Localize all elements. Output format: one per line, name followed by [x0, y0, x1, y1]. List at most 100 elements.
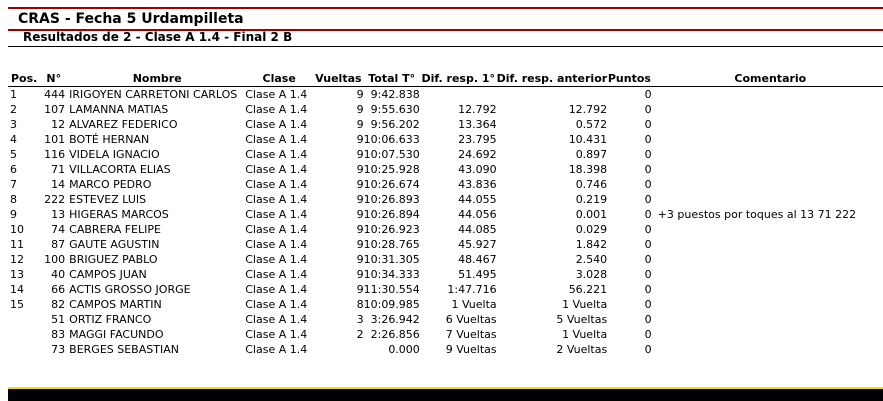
row-points: 0 — [644, 118, 652, 131]
row-comment — [652, 342, 883, 357]
row-pos: 11 — [10, 238, 24, 251]
row-total-time: 10:26.894 — [363, 208, 420, 221]
row-diff-first: 44.055 — [458, 193, 497, 206]
row-num: 116 — [44, 148, 66, 161]
row-name: ESTEVEZ LUIS — [69, 193, 147, 206]
results-header-row: Pos. N° Nombre Clase Vueltas Total T° Di… — [8, 71, 883, 87]
row-points: 0 — [644, 223, 652, 236]
row-points: 0 — [644, 193, 652, 206]
row-comment — [652, 297, 883, 312]
row-comment — [652, 312, 883, 327]
row-name: CAMPOS JUAN — [69, 268, 147, 281]
row-total-time: 9:55.630 — [370, 103, 420, 116]
row-diff-first: 13.364 — [458, 118, 497, 131]
row-name: ORTIZ FRANCO — [69, 313, 152, 326]
title-bottom-rule — [8, 29, 883, 31]
row-name: VILLACORTA ELIAS — [69, 163, 171, 176]
row-total-time: 3:26.942 — [370, 313, 420, 326]
row-comment — [652, 87, 883, 103]
row-points: 0 — [644, 133, 652, 146]
footer-bar — [8, 387, 883, 401]
page-title: CRAS - Fecha 5 Urdampilleta — [18, 11, 244, 27]
row-class: Clase A 1.4 — [245, 268, 308, 281]
table-row: 51 ORTIZ FRANCO Clase A 1.4 3 3:26.942 6 Vuel… — [8, 312, 883, 327]
row-diff-first: 9 Vueltas — [445, 343, 497, 356]
row-points: 0 — [644, 88, 652, 101]
row-total-time: 11:30.554 — [363, 283, 420, 296]
row-comment — [652, 252, 883, 267]
header-diff-first: Dif. resp. 1° — [421, 72, 495, 85]
row-diff-previous: 2.540 — [575, 253, 608, 266]
row-diff-previous: 2 Vueltas — [556, 343, 608, 356]
table-row: 14 66 ACTIS GROSSO JORGE Clase A 1.4 9 11:30.… — [8, 282, 883, 297]
row-pos: 4 — [10, 133, 17, 146]
row-diff-previous: 12.792 — [568, 103, 608, 116]
row-points: 0 — [644, 313, 652, 326]
row-name: BRIGUEZ PABLO — [69, 253, 158, 266]
row-pos — [8, 342, 38, 357]
row-pos: 8 — [10, 193, 17, 206]
table-row: 73 BERGES SEBASTIAN Clase A 1.4 0.000 9 Vuel… — [8, 342, 883, 357]
row-diff-previous — [497, 87, 608, 103]
row-laps: 8 — [356, 298, 364, 311]
table-row: 1 444 IRIGOYEN CARRETONI CARLOS Clase A 1.4… — [8, 87, 883, 103]
row-comment — [652, 162, 883, 177]
row-diff-previous: 3.028 — [575, 268, 608, 281]
row-name: LAMANNA MATIAS — [69, 103, 169, 116]
row-total-time: 10:09.985 — [363, 298, 420, 311]
table-row: 9 13 HIGERAS MARCOS Clase A 1.4 9 10:26.894 44… — [8, 207, 883, 222]
row-laps: 9 — [356, 148, 364, 161]
row-points: 0 — [644, 178, 652, 191]
header-name: Nombre — [132, 72, 182, 85]
table-row: 10 74 CABRERA FELIPE Clase A 1.4 9 10:26.923 4… — [8, 222, 883, 237]
row-diff-first: 24.692 — [458, 148, 497, 161]
row-laps: 9 — [356, 88, 364, 101]
row-num: 101 — [44, 133, 66, 146]
row-pos — [8, 312, 38, 327]
row-points: 0 — [644, 238, 652, 251]
row-laps: 9 — [356, 193, 364, 206]
row-num: 51 — [51, 313, 66, 326]
row-diff-previous: 0.001 — [575, 208, 608, 221]
row-name: BERGES SEBASTIAN — [69, 343, 179, 356]
row-comment — [652, 102, 883, 117]
row-comment — [652, 147, 883, 162]
row-class: Clase A 1.4 — [245, 223, 308, 236]
table-row: 2 107 LAMANNA MATIAS Clase A 1.4 9 9:55.630 12… — [8, 102, 883, 117]
row-diff-previous: 56.221 — [568, 283, 608, 296]
row-diff-previous: 0.219 — [575, 193, 608, 206]
row-class: Clase A 1.4 — [245, 118, 308, 131]
row-points: 0 — [644, 343, 652, 356]
row-total-time: 10:25.928 — [363, 163, 420, 176]
row-diff-first: 44.056 — [458, 208, 497, 221]
row-pos — [8, 327, 38, 342]
results-table: Pos. N° Nombre Clase Vueltas Total T° Di… — [8, 71, 883, 357]
row-comment: +3 puestos por toques al 13 71 222 — [657, 208, 857, 221]
row-diff-previous: 0.572 — [575, 118, 608, 131]
row-diff-first: 7 Vueltas — [445, 328, 497, 341]
row-num: 40 — [51, 268, 66, 281]
row-num: 14 — [51, 178, 66, 191]
row-name: IRIGOYEN CARRETONI CARLOS — [69, 88, 238, 101]
table-row: 12 100 BRIGUEZ PABLO Clase A 1.4 9 10:31.305 4… — [8, 252, 883, 267]
row-num: 100 — [44, 253, 66, 266]
title-top-rule — [8, 7, 883, 9]
row-laps: 9 — [356, 238, 364, 251]
row-diff-previous: 1 Vuelta — [562, 298, 608, 311]
row-num: 74 — [51, 223, 66, 236]
row-class: Clase A 1.4 — [245, 88, 308, 101]
row-diff-previous: 0.897 — [575, 148, 608, 161]
row-diff-previous: 5 Vueltas — [556, 313, 608, 326]
row-comment — [652, 177, 883, 192]
row-points: 0 — [644, 148, 652, 161]
table-row: 4 101 BOTÉ HERNAN Clase A 1.4 9 10:06.633 23.7… — [8, 132, 883, 147]
header-class: Clase — [262, 72, 296, 85]
header-total-time: Total T° — [368, 72, 416, 85]
table-row: 6 71 VILLACORTA ELIAS Clase A 1.4 9 10:25.928… — [8, 162, 883, 177]
row-laps: 9 — [356, 118, 364, 131]
row-num: 66 — [51, 283, 66, 296]
row-comment — [652, 132, 883, 147]
row-pos: 14 — [10, 283, 24, 296]
row-pos: 10 — [10, 223, 24, 236]
row-diff-first: 44.085 — [458, 223, 497, 236]
